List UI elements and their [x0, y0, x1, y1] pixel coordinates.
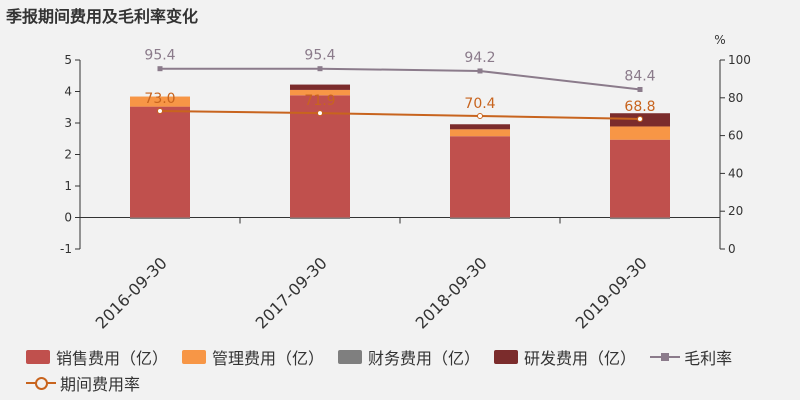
y-left-tick-label: -1 [60, 242, 72, 256]
y-left-tick-label: 4 [64, 85, 72, 99]
legend-swatch [26, 350, 50, 364]
y-right-tick-label: 0 [728, 242, 736, 256]
bar-segment [610, 217, 670, 220]
bar-segment [130, 96, 190, 107]
legend-label: 财务费用（亿） [368, 349, 481, 368]
line-data-label: 94.2 [464, 50, 495, 66]
y-left-tick-label: 2 [64, 148, 72, 162]
line-data-label: 73.0 [144, 91, 175, 107]
bar-segment [450, 129, 510, 137]
y-right-tick-label: 40 [728, 166, 743, 180]
bar-segment [610, 126, 670, 140]
y-left-tick-label: 5 [64, 53, 72, 67]
bar-segment [290, 84, 350, 90]
legend-swatch [338, 350, 363, 364]
bar-segment [290, 217, 350, 219]
line-point [477, 112, 483, 119]
line-data-label: 68.8 [624, 99, 655, 115]
line-data-label: 95.4 [144, 48, 175, 64]
legend-line-square-marker [650, 350, 681, 364]
legend-label: 期间费用率 [60, 375, 141, 394]
y-left-tick-label: 3 [64, 116, 72, 130]
bar-segment [290, 89, 350, 96]
x-category-label: 2018-09-30 [412, 253, 491, 332]
legend-item[interactable]: 研发费用（亿） [494, 346, 636, 368]
legend-item[interactable]: 管理费用（亿） [182, 346, 324, 368]
bar-segment [450, 136, 510, 218]
chart-canvas: -1 0 1 2 3 4 5 0 20 40 60 80 100% 2016-09-30 2017-09-3… [60, 33, 751, 333]
y-left-tick-label: 1 [64, 179, 72, 193]
legend: 销售费用（亿） 管理费用（亿） 财务费用（亿） 研发费用（亿） 毛利率期间费用率 [26, 346, 796, 394]
legend-label: 销售费用（亿） [56, 349, 169, 368]
line-point [317, 110, 323, 117]
y-right-tick-label: 80 [728, 91, 743, 105]
legend-line-circle-marker [26, 376, 56, 390]
bar-segment [130, 106, 190, 218]
legend-item[interactable]: 期间费用率 [26, 372, 140, 394]
legend-item[interactable]: 销售费用（亿） [26, 346, 168, 368]
y-right-tick-label: 100 [728, 53, 751, 67]
bars [130, 84, 670, 220]
line-point [637, 115, 643, 122]
bar-segment [130, 217, 190, 219]
legend-item[interactable]: 财务费用（亿） [338, 346, 480, 368]
chart-title: 季报期间费用及毛利率变化 [6, 7, 199, 26]
legend-label: 毛利率 [684, 349, 733, 368]
line-series [157, 66, 643, 122]
series-line [159, 110, 641, 120]
bar-segment [610, 139, 670, 218]
line-data-label: 70.4 [464, 96, 495, 112]
data-labels: 95.4 95.4 94.2 84.4 73.0 71.9 70.4 68.8 [144, 48, 655, 115]
y-right-tick-label: 20 [728, 204, 743, 218]
legend-swatch [182, 350, 207, 364]
x-category-label: 2017-09-30 [252, 253, 331, 332]
legend-label: 管理费用（亿） [212, 349, 325, 368]
line-point [637, 86, 643, 92]
line-point [477, 68, 483, 74]
x-category-label: 2016-09-30 [92, 253, 171, 332]
line-data-label: 84.4 [624, 68, 655, 84]
series-line [160, 67, 641, 91]
line-point [317, 66, 323, 72]
legend-item[interactable]: 毛利率 [650, 346, 732, 368]
y-right-unit: % [714, 33, 725, 47]
y-left-tick-label: 0 [64, 211, 72, 225]
bar-segment [450, 217, 510, 219]
bar-segment [450, 124, 510, 130]
y-right-tick-label: 60 [728, 129, 743, 143]
legend-swatch [494, 350, 519, 364]
line-point [157, 66, 163, 72]
legend-label: 研发费用（亿） [524, 349, 637, 368]
line-data-label: 71.9 [304, 93, 335, 109]
line-data-label: 95.4 [304, 48, 335, 64]
x-category-label: 2019-09-30 [572, 253, 651, 332]
line-point [157, 108, 163, 115]
